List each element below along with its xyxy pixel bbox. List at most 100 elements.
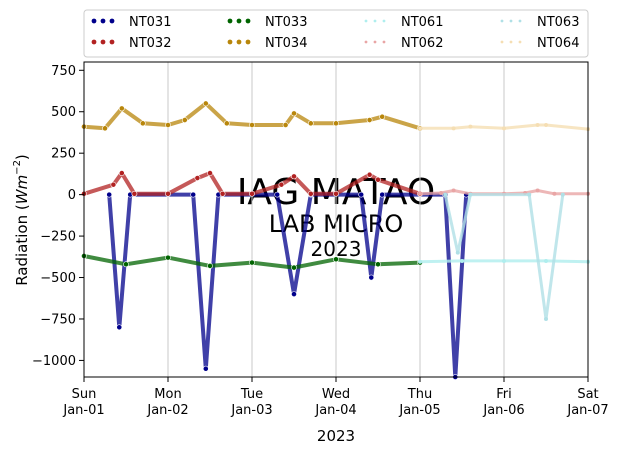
legend-label: NT061 [401, 15, 443, 30]
data-point [560, 192, 565, 197]
legend: NT031 NT032 NT033 NT034 NT061 NT062 NT063 NT064 [83, 9, 589, 58]
legend-item-NT032: NT032 [91, 36, 171, 51]
data-point [123, 261, 129, 268]
y-tick-label: −500 [40, 271, 76, 286]
legend-item-NT063: NT063 [500, 15, 579, 30]
data-point [207, 170, 213, 176]
plot-area [81, 100, 590, 380]
data-point [202, 365, 209, 372]
legend-box [83, 9, 589, 58]
legend-item-NT062: NT062 [364, 36, 443, 51]
series-NT063 [443, 192, 565, 321]
series-line [82, 171, 422, 196]
x-axis-label: 2023 [317, 427, 355, 445]
data-point [502, 258, 506, 263]
data-point [375, 176, 381, 183]
y-tick-label: 750 [51, 64, 76, 79]
x-tick-day: Thu [407, 387, 432, 402]
legend-label: NT032 [129, 36, 171, 51]
legend-marker [100, 18, 106, 24]
legend-marker [509, 40, 513, 44]
legend-label: NT062 [401, 36, 443, 51]
data-point [333, 120, 339, 127]
data-point [375, 261, 381, 268]
legend-item-NT061: NT061 [364, 15, 443, 30]
series-NT033 [81, 253, 423, 271]
legend-marker [364, 40, 368, 44]
series-line [443, 193, 565, 321]
x-tick-day: Sat [577, 387, 598, 402]
data-point [379, 113, 386, 120]
legend-item-NT031: NT031 [91, 15, 171, 30]
data-point [181, 117, 188, 123]
legend-marker [500, 19, 504, 23]
legend-marker [236, 18, 242, 24]
data-point [535, 123, 540, 127]
data-point [418, 259, 422, 264]
x-tick-day: Fri [496, 387, 512, 402]
data-point [368, 274, 375, 281]
data-point [455, 250, 460, 255]
data-point [333, 256, 339, 263]
data-point [468, 192, 473, 197]
y-axis: 750 500 250 0 −250 −500 −750 −1000 [32, 64, 84, 369]
y-tick-label: −750 [40, 312, 76, 327]
legend-marker [518, 19, 522, 23]
data-point [249, 190, 255, 197]
legend-marker [245, 39, 251, 45]
data-point [544, 258, 548, 263]
x-tick-date: Jan-01 [62, 403, 104, 418]
legend-marker [364, 19, 368, 23]
x-tick-day: Sun [72, 387, 97, 402]
series-NT034 [81, 100, 423, 132]
data-point [106, 191, 113, 198]
legend-marker [109, 39, 115, 45]
data-point [366, 171, 373, 178]
legend-marker [382, 40, 386, 44]
x-tick-date: Jan-04 [314, 403, 356, 418]
y-tick-label: 250 [51, 147, 76, 162]
legend-marker [227, 39, 233, 45]
legend-item-NT033: NT033 [227, 15, 307, 30]
series-line [82, 101, 422, 131]
legend-marker [382, 19, 386, 23]
data-point [102, 125, 108, 132]
legend-marker [100, 39, 106, 45]
data-point [139, 120, 146, 127]
data-point [118, 170, 125, 176]
legend-label: NT064 [537, 36, 579, 51]
legend-marker [518, 40, 522, 44]
data-point [278, 181, 285, 188]
data-point [291, 110, 297, 117]
data-point [552, 191, 557, 196]
legend-marker [227, 18, 233, 24]
data-point [333, 190, 339, 197]
series-NT061 [418, 258, 590, 264]
data-point [110, 181, 117, 188]
legend-label: NT031 [129, 15, 171, 30]
legend-marker [500, 40, 504, 44]
x-tick-day: Tue [240, 387, 263, 402]
x-tick-date: Jan-06 [482, 403, 524, 418]
data-point [460, 258, 464, 263]
x-tick-date: Jan-02 [146, 403, 188, 418]
data-point [307, 120, 314, 127]
data-point [291, 291, 297, 298]
x-tick-date: Jan-07 [566, 403, 608, 418]
legend-label: NT033 [265, 15, 307, 30]
data-point [379, 191, 386, 198]
y-axis-label: Radiation (Wm−2) [12, 154, 31, 286]
data-point [116, 324, 123, 331]
x-tick-day: Mon [154, 387, 181, 402]
legend-marker [91, 39, 97, 45]
legend-marker [109, 18, 115, 24]
y-tick-label: −250 [40, 230, 76, 245]
legend-item-NT034: NT034 [227, 36, 307, 51]
series-NT032 [81, 170, 423, 197]
data-point [307, 190, 314, 197]
data-point [418, 126, 422, 131]
data-point [502, 126, 506, 131]
legend-marker [373, 40, 377, 44]
data-point [443, 192, 448, 197]
